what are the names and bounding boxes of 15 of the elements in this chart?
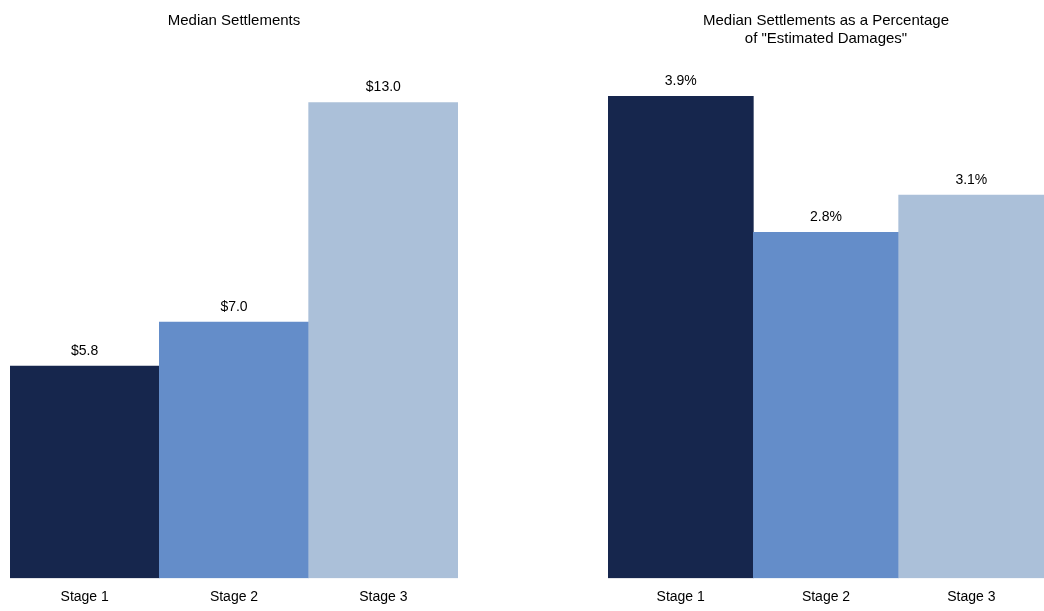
- data-label: 3.1%: [955, 171, 988, 188]
- data-label: 3.9%: [664, 72, 697, 89]
- data-label: 2.8%: [810, 208, 842, 225]
- data-label: $7.0: [220, 297, 248, 314]
- x-tick-label: Stage 1: [656, 588, 706, 605]
- x-tick-label: Stage 3: [947, 588, 996, 605]
- x-tick-label: Stage 2: [209, 588, 259, 605]
- x-tick-label: Stage 3: [359, 588, 408, 605]
- x-tick-label: Stage 1: [60, 588, 110, 605]
- chart-title: Median Settlements: [167, 11, 301, 29]
- data-label: $5.8: [71, 341, 99, 358]
- data-label: $13.0: [365, 78, 402, 95]
- text: of "Estimated Damages": [744, 29, 908, 47]
- text: Median Settlements as a Percentage: [703, 11, 949, 29]
- x-tick-label: Stage 2: [801, 588, 851, 605]
